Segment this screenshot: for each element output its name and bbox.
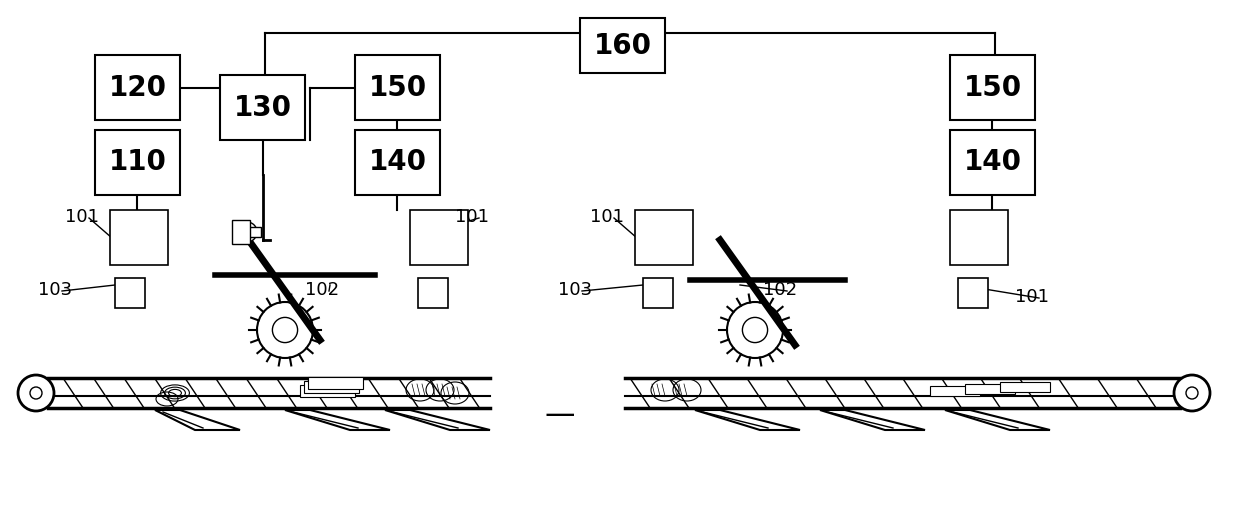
Polygon shape bbox=[155, 410, 241, 430]
Bar bbox=[950, 210, 1008, 265]
Circle shape bbox=[1174, 375, 1210, 411]
Bar bbox=[959, 278, 988, 308]
Bar bbox=[644, 278, 673, 308]
Polygon shape bbox=[285, 410, 391, 430]
Bar bbox=[219, 75, 305, 140]
Text: 140: 140 bbox=[368, 148, 427, 177]
Circle shape bbox=[30, 387, 42, 399]
Bar bbox=[95, 130, 180, 195]
Text: 103: 103 bbox=[38, 281, 72, 299]
Bar bbox=[930, 386, 980, 396]
Bar bbox=[110, 210, 167, 265]
Text: 103: 103 bbox=[558, 281, 593, 299]
Text: 140: 140 bbox=[963, 148, 1022, 177]
Text: 130: 130 bbox=[233, 93, 291, 122]
Bar bbox=[232, 220, 250, 244]
Circle shape bbox=[1185, 387, 1198, 399]
Bar bbox=[115, 278, 145, 308]
Bar bbox=[410, 210, 467, 265]
Circle shape bbox=[743, 318, 768, 342]
Text: —: — bbox=[544, 400, 575, 429]
Bar bbox=[304, 381, 360, 393]
Bar bbox=[418, 278, 448, 308]
Circle shape bbox=[727, 302, 782, 358]
Circle shape bbox=[19, 375, 55, 411]
Polygon shape bbox=[820, 410, 925, 430]
Bar bbox=[965, 384, 1016, 394]
Text: 102: 102 bbox=[305, 281, 339, 299]
Bar bbox=[950, 55, 1035, 120]
Bar bbox=[950, 130, 1035, 195]
Text: 110: 110 bbox=[109, 148, 166, 177]
Text: 102: 102 bbox=[763, 281, 797, 299]
Text: 101: 101 bbox=[64, 208, 99, 226]
Polygon shape bbox=[384, 410, 490, 430]
Bar bbox=[95, 55, 180, 120]
Text: 101: 101 bbox=[455, 208, 489, 226]
Text: 101: 101 bbox=[1016, 288, 1049, 306]
Text: 150: 150 bbox=[368, 74, 427, 102]
Text: 120: 120 bbox=[109, 74, 166, 102]
Bar bbox=[999, 382, 1050, 392]
Bar bbox=[241, 227, 260, 237]
Bar bbox=[355, 55, 440, 120]
Bar bbox=[308, 377, 363, 389]
Bar bbox=[635, 210, 693, 265]
Circle shape bbox=[273, 318, 298, 342]
Text: 150: 150 bbox=[963, 74, 1022, 102]
Bar bbox=[580, 18, 665, 73]
Bar bbox=[300, 385, 355, 397]
Bar bbox=[355, 130, 440, 195]
Circle shape bbox=[237, 222, 257, 242]
Polygon shape bbox=[694, 410, 800, 430]
Circle shape bbox=[257, 302, 312, 358]
Text: 101: 101 bbox=[590, 208, 624, 226]
Polygon shape bbox=[945, 410, 1050, 430]
Text: 160: 160 bbox=[594, 31, 651, 60]
